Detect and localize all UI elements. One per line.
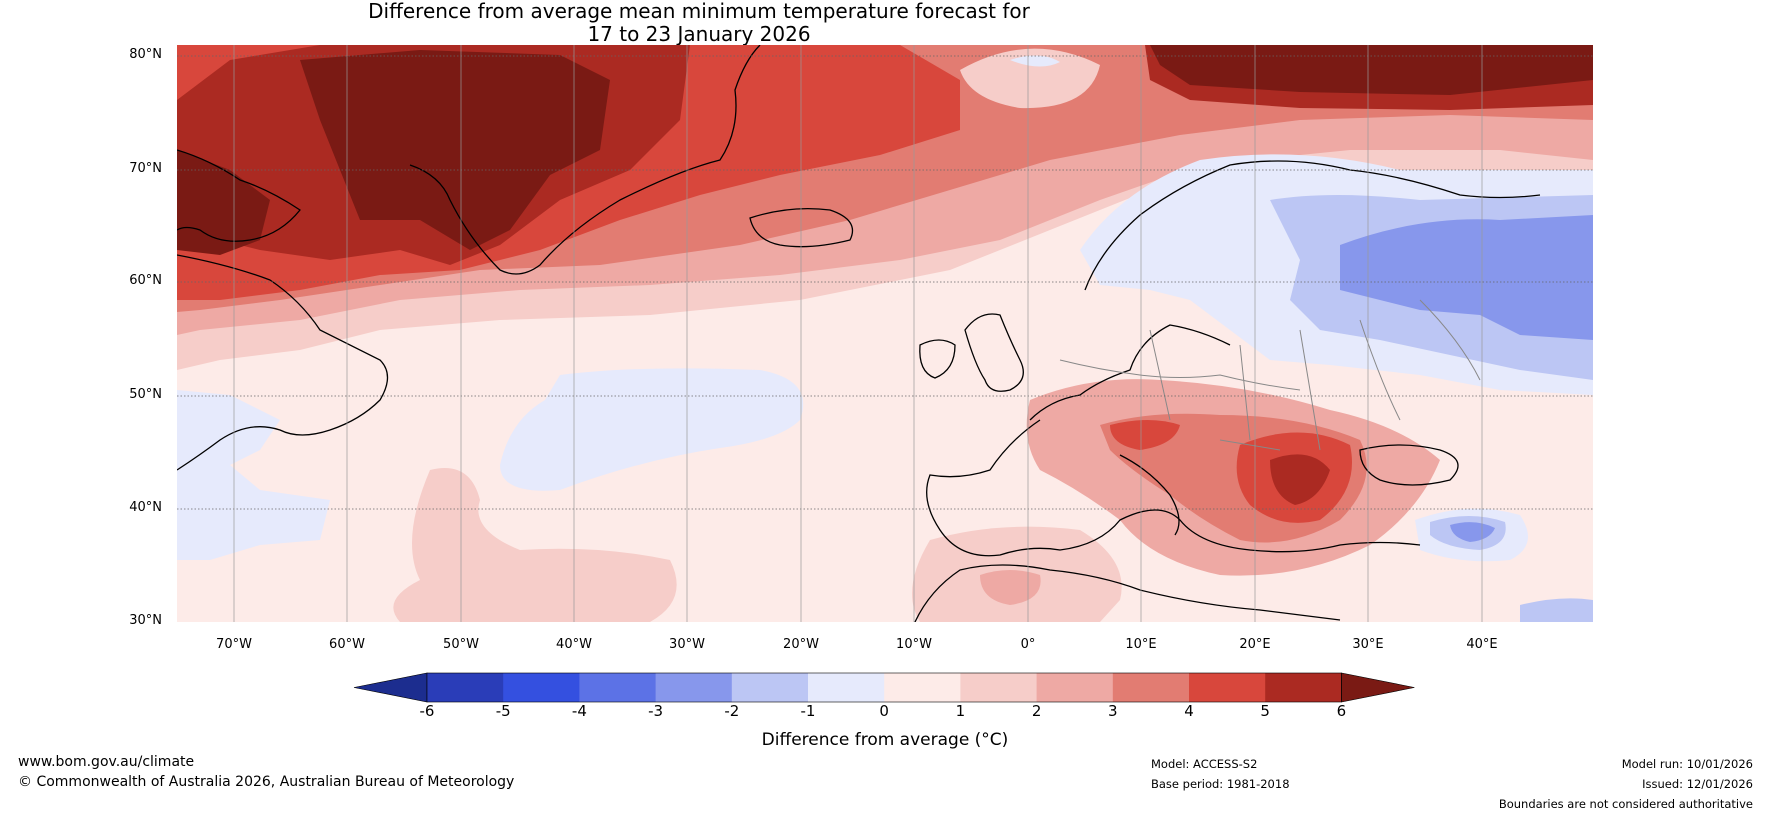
colorbar-segment [1112,673,1190,702]
footer-issued: Issued: 12/01/2026 [1642,777,1753,791]
anomaly-5-6-balkans [1270,454,1330,505]
colorbar-tick-label: -6 [419,702,435,720]
anomaly-neg-1-0-arabia [1520,598,1593,622]
colorbar-segment [1036,673,1114,702]
anomaly-neg-3-2-russia [1340,215,1593,340]
colorbar-segment [960,673,1038,702]
lat-tick-70: 70°N [129,161,162,176]
black-sea-coast [1359,444,1459,486]
borders-europe [1059,299,1481,451]
lon-tick-40w: 40°W [556,637,592,652]
ireland-coast [919,339,956,379]
iceland-coast [749,207,854,248]
norway-coast [1084,160,1541,291]
lon-tick-0: 0° [1020,637,1036,652]
colorbar-segment [808,673,885,702]
anomaly-neg-3-2-turkey [1450,522,1495,542]
anomaly-neg-1-0-newfoundland [177,390,330,560]
footer-model-run: Model run: 10/01/2026 [1621,757,1753,771]
colorbar-segment [1265,673,1342,702]
colorbar-segment [503,673,580,702]
colorbar-segment [579,673,657,702]
baffin-coast [177,149,301,242]
lat-tick-60: 60°N [129,273,162,288]
anomaly-4-5-alps [1110,420,1180,450]
colorbar-tick-label: -4 [571,702,587,720]
lat-tick-50: 50°N [129,387,162,402]
colorbar-tick-label: 4 [1184,702,1194,720]
colorbar-extend-high [1341,672,1415,703]
colorbar-tick-label: -5 [495,702,511,720]
colorbar-extend-low [353,672,428,703]
country-borders [1059,299,1481,451]
colorbar-segment [884,673,961,702]
lon-tick-30e: 30°E [1352,637,1384,652]
lon-tick-10e: 10°E [1125,637,1157,652]
labrador-coast [177,254,389,471]
footer-copyright: © Commonwealth of Australia 2026, Austra… [18,774,515,790]
colorbar-frame [426,672,1342,703]
anomaly-pocket-north-inner [1010,55,1060,67]
colorbar-tick-label: 6 [1336,702,1347,720]
colorbar-tick-label: 1 [955,702,966,720]
footer-website: www.bom.gov.au/climate [18,754,195,770]
title-line-1: Difference from average mean minimum tem… [368,0,1030,23]
africa-coast [914,564,1341,622]
greenland-coast [409,45,761,275]
temperature-anomaly-map [177,45,1593,622]
colorbar-segment [731,673,809,702]
footer-base-period: Base period: 1981-2018 [1151,777,1290,791]
colorbar [353,672,1415,703]
colorbar-tick-label: -3 [648,702,664,720]
colorbar-segment [655,673,733,702]
lon-tick-30w: 30°W [669,637,705,652]
lon-tick-40e: 40°E [1466,637,1498,652]
anomaly-6-plus-greenland [300,50,610,250]
chart-title: Difference from average mean minimum tem… [0,0,1398,46]
colorbar-tick-label: -2 [724,702,740,720]
lat-tick-40: 40°N [129,500,162,515]
lat-tick-80: 80°N [129,47,162,62]
italy-coast [1119,454,1180,536]
colorbar-segment [427,673,504,702]
colorbar-segment [1189,673,1266,702]
europe-coast [926,324,1421,557]
colorbar-tick-label: 0 [879,702,889,720]
coastlines [177,45,1541,622]
anomaly-2-3-africa [980,570,1041,605]
footer-disclaimer: Boundaries are not considered authoritat… [1498,797,1753,811]
anomaly-1-2-atlantic-south [393,468,677,622]
lon-tick-10w: 10°W [896,637,932,652]
anomaly-pocket-north [960,48,1100,109]
anomaly-6-plus-baffin [177,150,270,255]
colorbar-tick-label: 3 [1108,702,1118,720]
lon-tick-20w: 20°W [783,637,819,652]
lon-tick-60w: 60°W [329,637,365,652]
footer-model: Model: ACCESS-S2 [1151,757,1258,771]
britain-coast [964,313,1024,392]
colorbar-tick-label: 2 [1031,702,1042,720]
lon-tick-50w: 50°W [443,637,479,652]
colorbar-tick-label: 5 [1260,702,1270,720]
graticule [177,55,1593,510]
colorbar-label: Difference from average (°C) [761,730,1009,750]
lon-tick-20e: 20°E [1239,637,1271,652]
title-line-2: 17 to 23 January 2026 [587,22,811,46]
lon-tick-70w: 70°W [216,637,252,652]
anomaly-neg-1-0-atlantic [500,368,804,491]
meridians [233,45,1483,622]
lat-tick-30: 30°N [129,613,162,628]
colorbar-tick-label: -1 [800,702,816,720]
